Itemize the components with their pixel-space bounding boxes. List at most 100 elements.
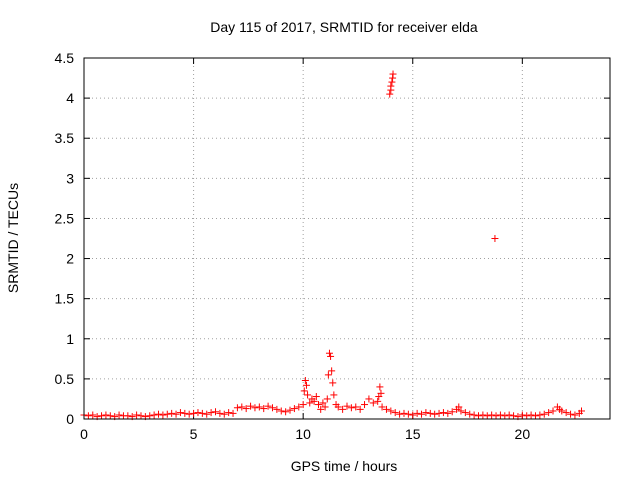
data-point [260,405,268,413]
data-point [386,90,394,98]
data-point [376,383,384,391]
data-point [567,410,575,418]
data-point [172,410,180,418]
data-point [369,399,377,407]
data-point [106,412,114,420]
data-point [312,393,320,401]
data-point [282,408,290,416]
data-point [229,409,237,417]
y-tick-label: 3.5 [55,130,75,146]
x-tick-label: 10 [295,426,311,442]
data-point [361,401,369,409]
data-point [203,410,211,418]
data-point [163,410,171,418]
data-point [492,412,500,420]
data-point [155,410,163,418]
data-point [488,411,496,419]
data-point [137,412,145,420]
data-point [268,404,276,412]
data-point [299,401,307,409]
data-point [501,412,509,420]
data-point [150,411,158,419]
data-point [264,402,272,410]
data-point [242,405,250,413]
data-point [323,395,331,403]
data-point [571,411,579,419]
data-point [315,401,323,409]
data-point [418,410,426,418]
data-point [387,407,395,415]
data-point [578,407,586,415]
data-point [233,404,241,412]
x-tick-label: 20 [515,426,531,442]
data-point [225,409,233,417]
y-tick-label: 0.5 [55,371,75,387]
data-point [330,391,338,399]
chart-title: Day 115 of 2017, SRMTID for receiver eld… [210,19,478,35]
data-point [426,409,434,417]
data-point [422,409,430,417]
data-point [190,409,198,417]
data-point [198,409,206,417]
data-point [325,349,333,357]
data-point [461,409,469,417]
y-tick-label: 2 [66,251,74,267]
data-point [378,403,386,411]
data-point [255,403,263,411]
data-point [356,405,364,413]
data-point [352,403,360,411]
data-point [400,409,408,417]
data-point [558,407,566,415]
data-point [207,409,215,417]
y-tick-label: 0 [66,411,74,427]
data-point [510,412,518,420]
data-point [448,408,456,416]
data-point [181,409,189,417]
x-tick-label: 0 [80,426,88,442]
data-point [319,399,327,407]
data-point [540,410,548,418]
data-points [80,70,586,421]
data-point [124,412,132,420]
data-point [251,404,259,412]
data-point [491,235,499,242]
data-point [185,410,193,418]
data-point [146,412,154,420]
data-point [329,379,337,387]
data-point [301,376,309,384]
data-point [435,409,443,417]
data-point [334,403,342,411]
data-point [89,411,97,419]
data-point [505,411,513,419]
data-point [523,412,531,420]
y-axis-title: SRMTID / TECUs [5,183,21,293]
data-point [310,397,318,405]
x-tick-label: 5 [190,426,198,442]
data-point [562,409,570,417]
data-point [531,412,539,420]
data-point [159,411,167,419]
data-point [444,409,452,417]
data-point [339,405,347,413]
data-point [324,371,332,379]
y-tick-label: 1.5 [55,291,75,307]
data-point [536,411,544,419]
data-point [496,411,504,419]
data-point [545,409,553,417]
data-point [216,409,224,417]
data-point [382,405,390,413]
data-point [377,389,385,397]
data-point [304,391,312,399]
data-point [317,405,325,413]
y-tick-label: 3 [66,170,74,186]
data-point [527,411,535,419]
data-point [328,367,336,375]
data-point [306,399,314,407]
data-point [321,403,329,411]
data-point [133,411,141,419]
data-point [84,412,92,420]
data-point [286,406,294,414]
data-point [391,409,399,417]
data-point [343,402,351,410]
data-point [347,404,355,412]
